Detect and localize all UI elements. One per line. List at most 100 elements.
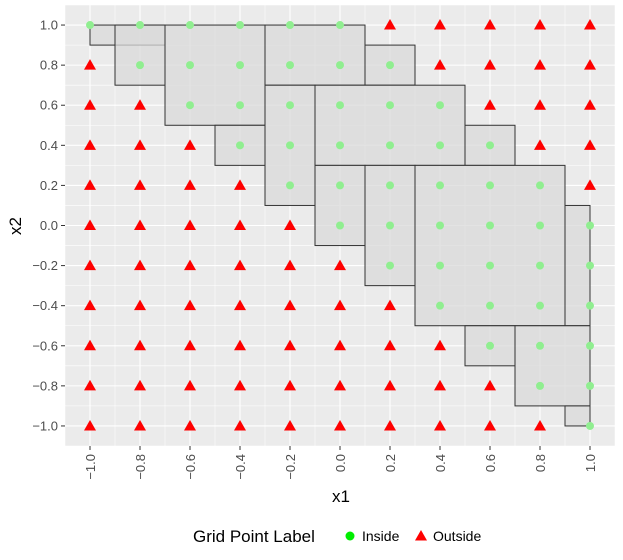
point-outside	[384, 419, 396, 431]
y-tick-label: −0.6	[32, 338, 58, 353]
point-inside	[186, 101, 194, 110]
x-tick-label: −1.0	[83, 454, 98, 480]
point-inside	[536, 261, 544, 270]
point-inside	[86, 21, 94, 30]
point-outside	[234, 259, 246, 271]
box-region	[264, 24, 366, 86]
point-outside	[84, 59, 96, 70]
y-tick-label: −0.8	[32, 378, 58, 393]
point-inside	[286, 21, 294, 30]
point-outside	[134, 419, 146, 431]
boxes	[89, 24, 591, 427]
point-outside	[134, 299, 146, 311]
grid-points	[84, 19, 596, 431]
point-outside	[134, 179, 146, 190]
point-outside	[384, 379, 396, 391]
point-outside	[84, 419, 96, 431]
y-tick-label: 0.0	[40, 218, 58, 233]
point-inside	[386, 61, 394, 70]
point-outside	[234, 339, 246, 351]
legend-title: Grid Point Label	[193, 527, 315, 546]
x-tick-label: −0.4	[233, 454, 248, 480]
point-inside	[336, 141, 344, 150]
point-outside	[484, 19, 496, 30]
point-outside	[84, 139, 96, 150]
point-outside	[534, 59, 546, 70]
point-inside	[236, 141, 244, 150]
point-outside	[384, 19, 396, 30]
y-tick-label: 1.0	[40, 18, 58, 33]
x-tick-label: 0.8	[533, 454, 548, 472]
point-inside	[436, 301, 444, 310]
legend-outside-marker	[415, 530, 427, 541]
box-region	[314, 164, 366, 247]
point-outside	[384, 339, 396, 351]
point-inside	[436, 261, 444, 270]
point-outside	[434, 59, 446, 70]
point-outside	[534, 99, 546, 110]
point-inside	[286, 101, 294, 110]
point-outside	[484, 59, 496, 70]
point-inside	[386, 141, 394, 150]
point-inside	[586, 221, 594, 230]
point-inside	[386, 181, 394, 190]
legend: Grid Point Label Inside Outside	[193, 527, 481, 546]
point-outside	[334, 299, 346, 311]
point-outside	[184, 379, 196, 391]
point-outside	[84, 99, 96, 110]
box-region	[114, 24, 166, 86]
point-inside	[336, 101, 344, 110]
point-inside	[586, 301, 594, 310]
point-outside	[234, 419, 246, 431]
box-region	[314, 84, 466, 166]
point-inside	[236, 61, 244, 70]
point-outside	[184, 419, 196, 431]
x-tick-label: 0.2	[383, 454, 398, 472]
point-outside	[184, 139, 196, 150]
point-outside	[234, 299, 246, 311]
point-inside	[536, 221, 544, 230]
point-outside	[584, 19, 596, 30]
point-inside	[436, 141, 444, 150]
point-outside	[534, 139, 546, 150]
point-outside	[284, 379, 296, 391]
point-outside	[334, 259, 346, 271]
point-outside	[284, 259, 296, 271]
point-outside	[584, 139, 596, 150]
point-outside	[234, 379, 246, 391]
point-outside	[534, 19, 546, 30]
point-outside	[84, 379, 96, 391]
point-inside	[536, 341, 544, 350]
point-outside	[184, 219, 196, 230]
point-outside	[434, 379, 446, 391]
y-tick-label: −0.2	[32, 258, 58, 273]
point-inside	[486, 341, 494, 350]
point-outside	[284, 339, 296, 351]
point-outside	[84, 219, 96, 230]
x-tick-label: 1.0	[583, 454, 598, 472]
point-inside	[586, 261, 594, 270]
point-inside	[386, 221, 394, 230]
point-inside	[186, 21, 194, 30]
point-outside	[384, 299, 396, 311]
y-axis-ticks: 1.0 0.8 0.6 0.4 0.2 0.0 −0.2 −0.4 −0.6 −0.8 −1.0	[32, 18, 65, 433]
point-inside	[286, 141, 294, 150]
point-inside	[486, 301, 494, 310]
point-outside	[184, 299, 196, 311]
x-tick-label: 0.6	[483, 454, 498, 472]
point-outside	[184, 259, 196, 271]
x-tick-label: −0.6	[183, 454, 198, 480]
x-axis-ticks: −1.0 −0.8 −0.6 −0.4 −0.2 0.0 0.2 0.4 0.6 0.8 1.0	[83, 446, 598, 480]
point-inside	[336, 61, 344, 70]
point-inside	[586, 381, 594, 390]
legend-outside-label: Outside	[433, 528, 481, 544]
x-tick-label: −0.8	[133, 454, 148, 480]
point-inside	[136, 21, 144, 30]
x-tick-label: 0.0	[333, 454, 348, 472]
point-outside	[584, 59, 596, 70]
point-outside	[84, 299, 96, 311]
point-inside	[336, 181, 344, 190]
point-inside	[136, 61, 144, 70]
point-outside	[234, 179, 246, 190]
